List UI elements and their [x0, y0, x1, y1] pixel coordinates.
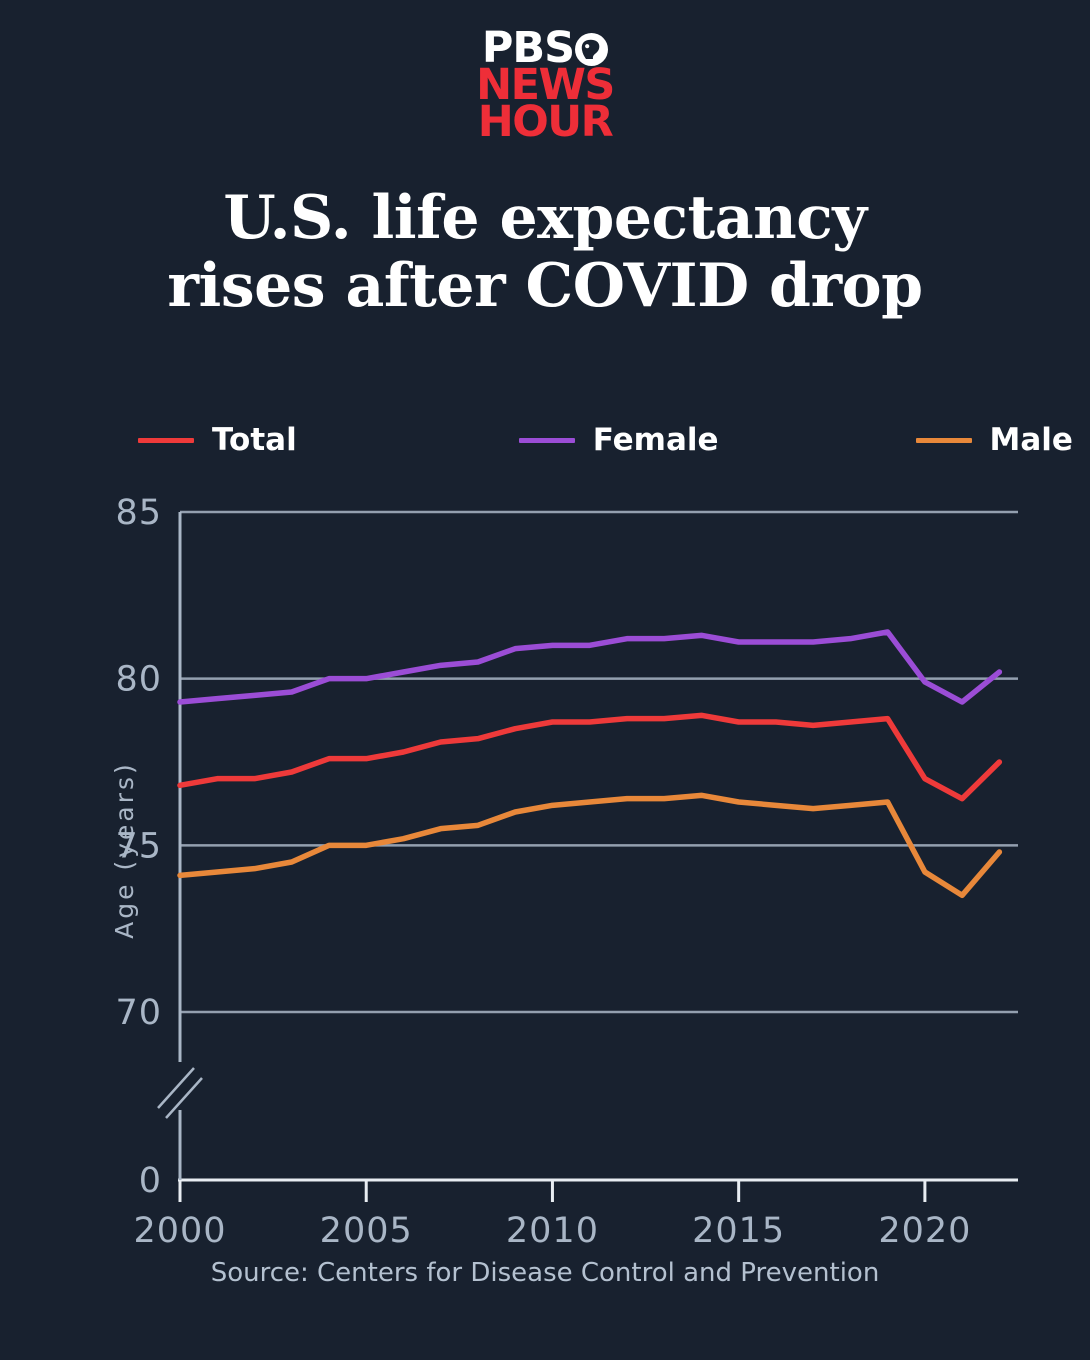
title-line-1: U.S. life expectancy	[223, 183, 867, 253]
title-line-2: rises after COVID drop	[167, 250, 923, 321]
axes	[157, 512, 1018, 1202]
legend-swatch-male	[915, 437, 972, 443]
legend-label-male: Male	[989, 422, 1073, 458]
logo-text-hour: HOUR	[477, 96, 614, 147]
page-title: U.S. life expectancy rises after COVID d…	[0, 183, 1090, 321]
x-tick-label-2005: 2005	[320, 1211, 413, 1251]
y-tick-label-0: 0	[139, 1161, 162, 1201]
series-line-total	[177, 712, 1003, 802]
source-note: Source: Centers for Disease Control and …	[210, 1258, 880, 1288]
logo-text-news: NEWS	[476, 59, 615, 110]
x-tick-label-2020: 2020	[878, 1211, 971, 1251]
legend-item-total[interactable]: Total	[138, 422, 297, 458]
y-axis-label: Age (years)	[110, 761, 139, 939]
legend-label-total: Total	[212, 422, 297, 458]
legend-item-female[interactable]: Female	[518, 422, 719, 458]
legend-swatch-total	[138, 437, 194, 443]
tick-labels: 2000 2005 2010 2015 2020 85 80 75 70 0	[115, 493, 971, 1251]
logo-text-pbs: PBS	[481, 23, 575, 73]
y-tick-label-80: 80	[115, 660, 162, 700]
logo-line-pbs: PBS	[481, 23, 609, 73]
pbs-head-icon	[575, 32, 609, 66]
series-line-male	[177, 792, 1003, 899]
x-tick-label-2000: 2000	[133, 1211, 226, 1251]
legend-swatch-female	[518, 437, 575, 443]
x-tick-label-2015: 2015	[692, 1211, 785, 1251]
y-tick-label-75: 75	[115, 826, 162, 866]
x-tick-label-2010: 2010	[506, 1211, 599, 1251]
y-tick-label-70: 70	[115, 993, 162, 1033]
y-tick-label-85: 85	[115, 493, 162, 533]
axis-break-icon	[157, 1067, 203, 1119]
legend-item-male[interactable]: Male	[915, 422, 1073, 458]
series-line-female	[177, 629, 1003, 705]
gridlines	[180, 510, 1018, 1014]
pbs-newshour-logo: PBS NEWS HOUR	[0, 23, 1090, 147]
legend-label-female: Female	[592, 422, 719, 458]
chart-legend: Total Female Male	[120, 422, 1073, 458]
data-series	[177, 629, 1003, 899]
